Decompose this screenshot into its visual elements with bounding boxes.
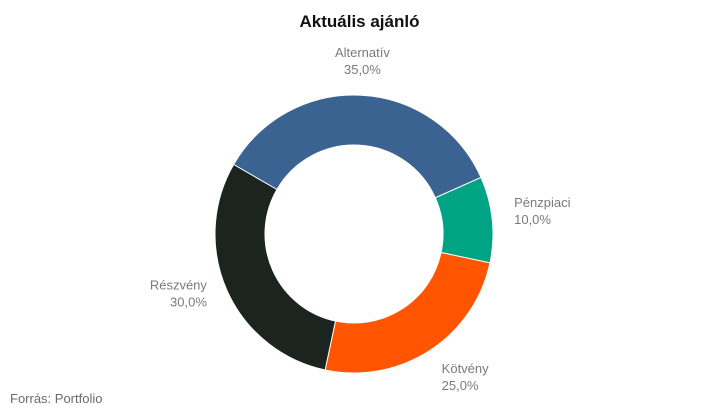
label-kotveny: Kötvény: [442, 361, 489, 376]
value-label-reszveny: 30,0%: [170, 294, 207, 309]
slice-kotveny: [324, 251, 491, 374]
value-label-alternativ: 35,0%: [344, 62, 381, 77]
label-reszveny: Részvény: [150, 277, 208, 292]
chart-title: Aktuális ajánló: [299, 12, 420, 31]
slice-reszveny: [214, 163, 337, 371]
label-alternativ: Alternatív: [335, 45, 390, 60]
value-label-penzpiaci: 10,0%: [514, 212, 551, 227]
slice-alternativ: [232, 94, 482, 199]
label-penzpiaci: Pénzpiaci: [514, 195, 570, 210]
value-label-kotveny: 25,0%: [442, 378, 479, 393]
source-note: Forrás: Portfolio: [10, 391, 103, 406]
